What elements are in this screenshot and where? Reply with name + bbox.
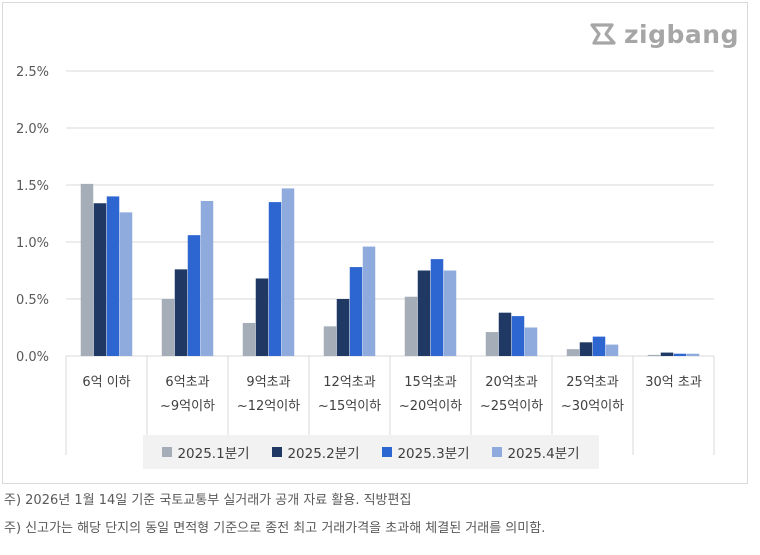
zigbang-logo-icon: [590, 23, 616, 45]
bar: [255, 278, 269, 356]
bar: [281, 188, 295, 356]
bar: [673, 353, 687, 356]
footnote-definition: 주) 신고가는 해당 단지의 동일 면적형 기준으로 종전 최고 거래가격을 초…: [4, 521, 546, 536]
legend-item: 2025.4분기: [492, 442, 580, 462]
bar: [430, 259, 444, 356]
x-tick-label: ~12억이하: [237, 399, 300, 414]
x-tick-label: 6억 이하: [82, 375, 130, 390]
x-tick-label: 15억초과: [404, 375, 456, 390]
y-tick-label: 0.5%: [16, 293, 49, 308]
bar: [498, 312, 512, 356]
legend-item: 2025.3분기: [382, 442, 470, 462]
bar: [660, 352, 674, 356]
bar: [268, 202, 282, 356]
x-tick-label: ~9억이하: [160, 399, 215, 414]
zigbang-logo-text: zigbang: [624, 19, 739, 49]
bar: [686, 353, 700, 356]
bar: [200, 200, 214, 356]
x-tick-label: 30억 초과: [645, 375, 702, 390]
bar: [174, 269, 188, 356]
bar: [323, 326, 337, 356]
bar: [605, 344, 619, 356]
bar: [349, 267, 363, 356]
legend-label: 2025.4분기: [507, 446, 580, 462]
bar: [93, 203, 107, 356]
legend-label: 2025.3분기: [397, 446, 470, 462]
bar: [161, 299, 175, 356]
x-tick-label: ~15억이하: [318, 399, 381, 414]
y-tick-label: 2.5%: [16, 65, 49, 80]
legend-swatch: [162, 447, 173, 457]
y-tick-label: 0.0%: [16, 350, 49, 365]
bar: [417, 270, 431, 356]
legend-label: 2025.2분기: [287, 446, 360, 462]
x-tick-label: 20억초과: [485, 375, 537, 390]
bar: [362, 246, 376, 356]
legend-swatch: [272, 447, 283, 457]
bar: [80, 183, 94, 356]
bar: [443, 270, 457, 356]
x-tick-label: 9억초과: [246, 375, 290, 390]
bar: [579, 342, 593, 356]
bar: [106, 196, 120, 356]
bar: [647, 354, 661, 356]
bar: [336, 299, 350, 356]
legend-item: 2025.1분기: [162, 442, 250, 462]
bar: [404, 296, 418, 356]
legend-label: 2025.1분기: [177, 446, 250, 462]
x-tick-label: 6억초과: [165, 375, 209, 390]
x-tick-label: 12억초과: [323, 375, 375, 390]
zigbang-logo: zigbang: [586, 19, 739, 49]
bar: [524, 327, 538, 356]
bar: [566, 349, 580, 356]
legend-swatch: [382, 447, 393, 457]
chart-legend: 2025.1분기 2025.2분기 2025.3분기 2025.4분기: [143, 435, 599, 469]
y-tick-label: 1.0%: [16, 236, 49, 251]
bar: [511, 316, 525, 356]
bar: [119, 212, 133, 356]
x-tick-label: 25억초과: [566, 375, 618, 390]
bar: [485, 332, 499, 356]
y-tick-label: 1.5%: [16, 179, 49, 194]
bar: [242, 322, 256, 356]
x-tick-label: ~25억이하: [480, 399, 543, 414]
legend-item: 2025.2분기: [272, 442, 360, 462]
chart-frame: 0.0% 0.5% 1.0% 1.5% 2.0% 2.5% 6억 이하 6억초과 ~9억이하 9억…: [2, 2, 748, 484]
x-tick-label: ~20억이하: [399, 399, 462, 414]
chart-plot: 0.0% 0.5% 1.0% 1.5% 2.0% 2.5% 6억 이하 6억초과 ~9억이하 9억…: [16, 65, 715, 455]
y-tick-label: 2.0%: [16, 122, 49, 137]
bar: [187, 235, 201, 356]
legend-swatch: [492, 447, 503, 457]
bar: [592, 336, 606, 356]
footnote-source: 주) 2026년 1월 14일 기준 국토교통부 실거래가 공개 자료 활용. …: [4, 493, 412, 508]
x-tick-label: ~30억이하: [561, 399, 624, 414]
